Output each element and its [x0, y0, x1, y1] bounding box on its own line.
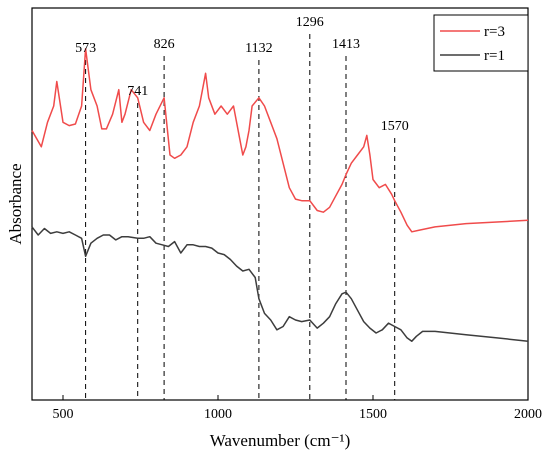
y-axis-title: Absorbance	[6, 163, 25, 244]
peak-label-1570: 1570	[381, 119, 409, 134]
plot-frame	[31, 7, 529, 401]
plot-area	[31, 7, 529, 401]
x-axis-ticks: 500 1000 1500 2000	[53, 395, 542, 422]
series-line-r3	[31, 48, 529, 233]
peak-label-1296: 1296	[296, 15, 324, 30]
peak-labels: 573 741 826 1132 1296 1413 1570	[75, 15, 409, 134]
legend-box	[433, 14, 529, 72]
x-tick-label-2000: 2000	[514, 407, 542, 422]
peak-label-573: 573	[75, 41, 96, 56]
x-tick-label-500: 500	[53, 407, 74, 422]
x-axis-title: Wavenumber (cm⁻¹)	[210, 431, 351, 450]
peak-label-1132: 1132	[245, 41, 272, 56]
peak-label-1413: 1413	[332, 37, 360, 52]
series-line-r1	[31, 226, 529, 342]
peak-label-826: 826	[154, 37, 175, 52]
series-lines	[31, 48, 529, 342]
legend-label-r3: r=3	[484, 24, 505, 40]
legend: r=3 r=1	[433, 14, 529, 72]
x-tick-label-1500: 1500	[359, 407, 387, 422]
peak-label-741: 741	[127, 84, 148, 99]
reference-lines	[85, 34, 396, 400]
x-tick-label-1000: 1000	[204, 407, 232, 422]
legend-label-r1: r=1	[484, 48, 505, 64]
